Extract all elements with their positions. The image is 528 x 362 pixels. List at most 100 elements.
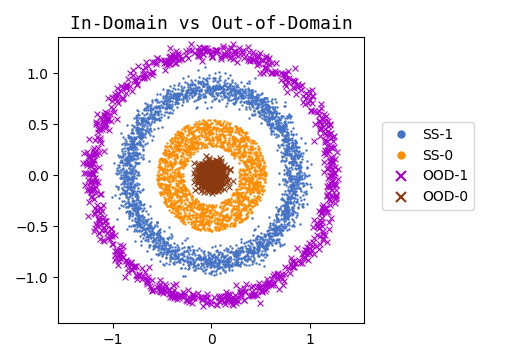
Point xyxy=(233,249,242,254)
Point xyxy=(164,155,172,160)
Point xyxy=(272,123,281,129)
Point xyxy=(219,118,228,124)
Point xyxy=(154,234,163,240)
Point xyxy=(239,169,248,174)
Point xyxy=(245,80,253,86)
Point xyxy=(121,189,130,195)
Point xyxy=(301,247,309,252)
Point xyxy=(240,148,249,154)
Point xyxy=(249,186,258,191)
Point xyxy=(159,158,167,164)
Point xyxy=(248,199,256,205)
Point xyxy=(277,221,286,227)
Point xyxy=(168,167,176,172)
Point xyxy=(122,141,131,147)
Point xyxy=(181,237,189,243)
Point xyxy=(236,166,244,172)
Point xyxy=(144,119,152,125)
Point xyxy=(178,99,187,105)
Point xyxy=(207,180,215,185)
Point xyxy=(230,95,239,101)
Point xyxy=(258,243,266,248)
Point xyxy=(156,175,164,181)
Point xyxy=(209,172,218,177)
Point xyxy=(169,261,178,267)
Point xyxy=(198,127,206,133)
Point xyxy=(172,135,181,141)
Point xyxy=(192,256,200,262)
Point xyxy=(209,170,217,176)
Point xyxy=(254,179,263,185)
Point xyxy=(140,219,148,225)
Point xyxy=(268,233,276,239)
Point xyxy=(130,185,138,191)
Point xyxy=(212,47,220,53)
Point xyxy=(213,167,222,173)
Point xyxy=(143,225,151,231)
Point xyxy=(183,255,192,261)
Point xyxy=(132,205,140,211)
Point xyxy=(248,92,257,98)
Point xyxy=(202,172,211,177)
Point xyxy=(154,173,162,179)
Point xyxy=(243,253,252,258)
Point xyxy=(232,256,241,262)
Point xyxy=(259,70,267,76)
Point xyxy=(200,255,208,261)
Point xyxy=(219,121,227,126)
Point xyxy=(240,215,249,221)
Point xyxy=(288,223,297,229)
Point xyxy=(173,191,182,197)
Point xyxy=(200,162,208,168)
Point xyxy=(205,257,213,263)
Point xyxy=(181,94,190,100)
Point xyxy=(246,93,254,99)
Point xyxy=(161,184,169,189)
Point xyxy=(204,171,212,177)
Point xyxy=(221,262,229,268)
Point xyxy=(218,164,227,169)
Point xyxy=(267,226,276,232)
Point xyxy=(256,50,265,55)
Point xyxy=(164,248,172,254)
Point xyxy=(166,174,175,180)
Point xyxy=(292,163,300,168)
Point xyxy=(220,132,229,138)
Point xyxy=(283,113,291,119)
Point xyxy=(281,205,290,210)
Point xyxy=(212,142,220,148)
Point xyxy=(190,260,199,266)
Point xyxy=(284,209,292,215)
Point xyxy=(123,174,131,180)
Point xyxy=(275,170,284,176)
Point xyxy=(295,152,304,158)
Point xyxy=(170,210,178,215)
Point xyxy=(213,119,221,125)
Point xyxy=(178,159,186,164)
Point xyxy=(227,214,235,220)
Point xyxy=(248,185,256,191)
Point xyxy=(268,113,277,118)
Point xyxy=(131,149,140,155)
Point xyxy=(223,252,231,258)
Point xyxy=(284,196,292,202)
Point xyxy=(189,291,197,297)
Point xyxy=(220,175,229,181)
Point xyxy=(285,144,293,150)
Point xyxy=(218,144,227,150)
Point xyxy=(204,170,213,176)
Point xyxy=(223,247,231,253)
Point xyxy=(172,144,180,150)
Point xyxy=(208,178,216,184)
Point xyxy=(238,172,246,178)
Point xyxy=(165,183,174,189)
Point xyxy=(165,143,173,149)
Point xyxy=(187,194,195,200)
Point xyxy=(86,160,94,166)
Point xyxy=(219,140,227,146)
Point xyxy=(181,161,190,167)
Point xyxy=(114,186,122,191)
Point xyxy=(251,186,260,191)
Point xyxy=(119,171,128,176)
Point xyxy=(259,165,268,171)
